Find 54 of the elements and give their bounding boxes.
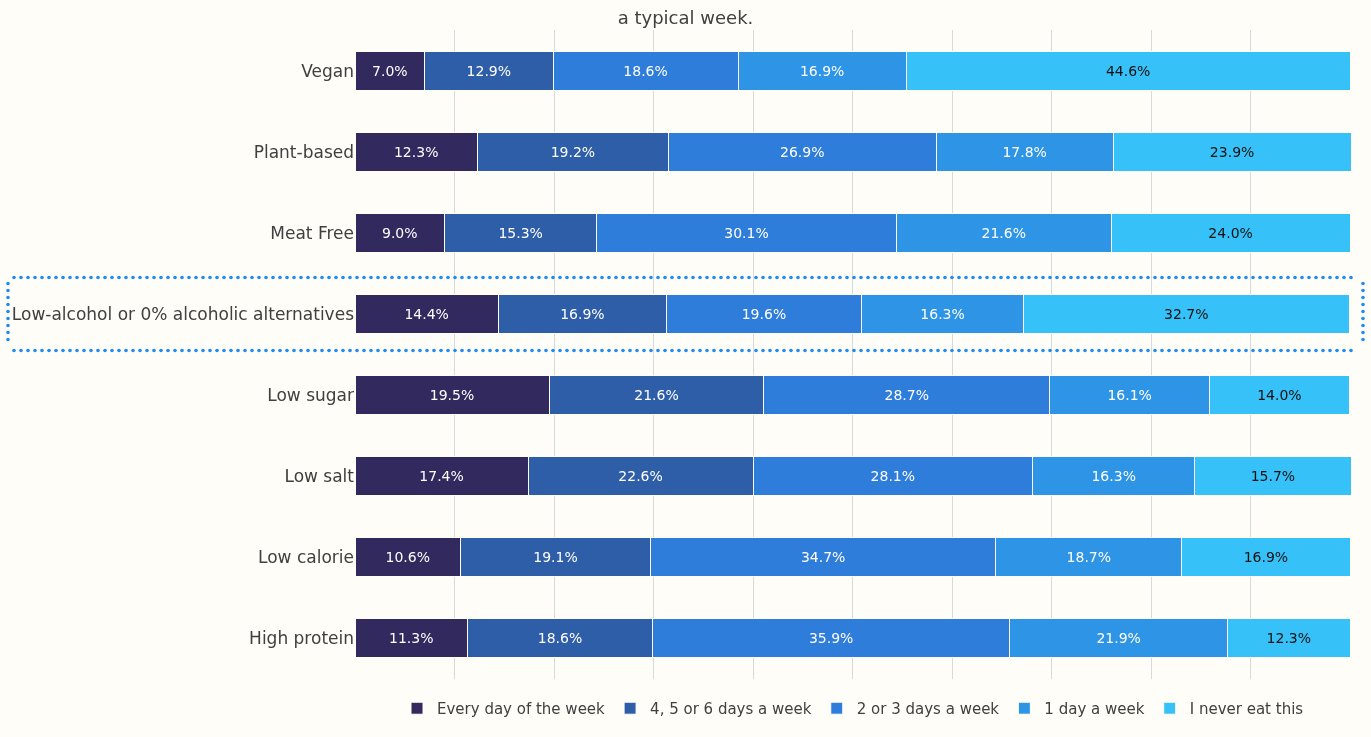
data-label: 21.9% [1096,630,1141,647]
data-label: 18.7% [1066,549,1112,566]
data-label: 12.9% [466,62,512,79]
data-label: 12.3% [1266,630,1312,647]
y-tick-label: Meat Free [270,222,354,243]
data-label: 16.9% [560,305,605,322]
data-label: 24.0% [1208,224,1253,241]
legend-label: I never eat this [1189,700,1304,719]
data-label: 34.7% [800,549,846,566]
chart-title: a typical week. [617,6,754,28]
y-tick-label: Low-alcohol or 0% alcoholic alternatives [11,303,355,324]
data-label: 16.3% [920,305,965,322]
y-tick-label: High protein [249,628,354,649]
data-label: 32.7% [1164,305,1209,322]
data-label: 26.9% [780,143,825,160]
legend-label: 4, 5 or 6 days a week [650,700,812,719]
data-label: 19.6% [741,305,787,322]
data-label: 23.9% [1209,143,1255,160]
data-label: 21.6% [981,224,1026,241]
legend-label: Every day of the week [437,700,606,719]
data-label: 18.6% [623,62,668,79]
data-label: 11.3% [388,630,434,647]
data-label: 16.9% [1243,549,1289,566]
data-label: 19.2% [550,143,596,160]
data-label: 19.5% [429,387,475,404]
legend-label: 1 day a week [1044,700,1145,719]
y-tick-label: Plant-based [253,141,354,162]
data-label: 15.7% [1250,468,1296,485]
data-label: 9.0% [381,224,418,241]
data-label: 7.0% [372,62,408,79]
data-label: 44.6% [1105,62,1151,79]
data-label: 21.6% [634,387,679,404]
data-label: 19.1% [533,549,578,566]
data-label: 14.0% [1257,387,1302,404]
data-label: 18.6% [537,630,583,647]
data-label: 22.6% [618,468,663,485]
legend-label: 2 or 3 days a week [856,700,1000,719]
data-label: 28.7% [884,387,929,404]
data-label: 17.4% [419,468,464,485]
y-tick-label: Low salt [284,466,355,487]
data-label: 15.3% [498,224,543,241]
data-label: 35.9% [808,630,854,647]
data-label: 16.9% [799,62,845,79]
data-label: 30.1% [724,224,769,241]
data-label: 16.1% [1107,387,1152,404]
data-label: 28.1% [870,468,916,485]
y-tick-label: Low calorie [258,547,354,568]
data-label: 16.3% [1091,468,1136,485]
data-label: 17.8% [1002,143,1047,160]
data-label: 12.3% [393,143,439,160]
y-tick-label: Vegan [301,60,354,81]
data-label: 14.4% [404,305,449,322]
data-label: 10.6% [385,549,430,566]
y-tick-label: Low sugar [267,385,354,406]
